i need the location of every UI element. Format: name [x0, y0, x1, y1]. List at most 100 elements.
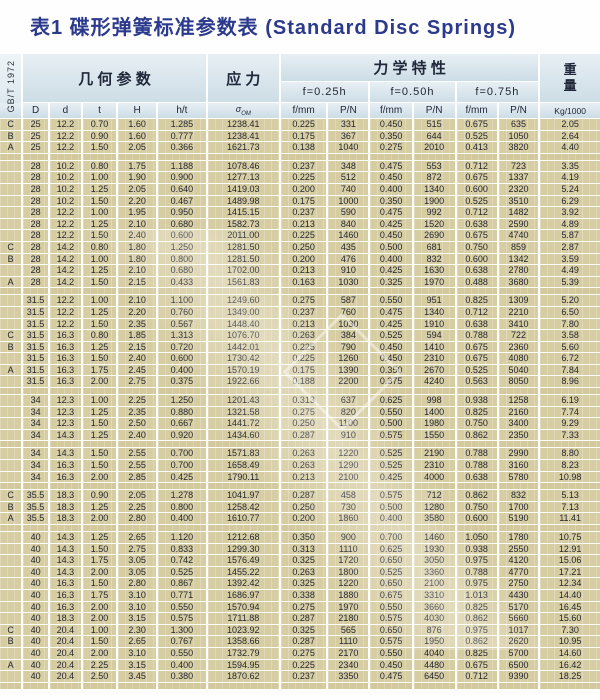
- table-cell: 1041.97: [207, 490, 279, 501]
- table-cell: 3160: [498, 460, 539, 471]
- row-group-letter: [0, 183, 22, 195]
- table-cell: 14.60: [540, 647, 600, 659]
- table-row: C 28 14.2 0.80 1.80 1.250 1281.50 0.250 435 0.500…: [0, 241, 600, 253]
- table-cell: 4240: [413, 376, 455, 388]
- table-cell: 12.2: [49, 306, 81, 318]
- table-cell: 0.788: [456, 460, 497, 471]
- table-cell: 2.05: [118, 183, 157, 195]
- table-cell: 0.325: [280, 578, 327, 589]
- table-cell: 1238.41: [207, 119, 279, 130]
- table-row: 28 12.2 1.50 2.40 0.600 2011.00 0.225 1460 0.450…: [0, 230, 600, 241]
- table-cell: 0.400: [370, 513, 412, 524]
- row-group-letter: C: [0, 490, 22, 501]
- table-row: 28 10.2 1.00 1.90 0.900 1277.13 0.225 512 0.450 8…: [0, 172, 600, 183]
- table-cell: [280, 153, 327, 160]
- table-cell: 1.80: [118, 241, 157, 253]
- table-cell: 0.275: [370, 142, 412, 153]
- row-group-letter: A: [0, 513, 22, 524]
- table-cell: 0.975: [456, 555, 497, 566]
- table-cell: 1790.11: [207, 471, 279, 483]
- table-cell: 34: [23, 395, 48, 406]
- table-cell: 25: [23, 130, 48, 142]
- table-cell: 0.720: [158, 341, 206, 353]
- table-cell: 1.75: [82, 555, 117, 566]
- table-cell: 2.25: [82, 659, 117, 671]
- table-cell: [413, 525, 455, 531]
- table-cell: 31.5: [23, 330, 48, 341]
- table-cell: 1017: [498, 624, 539, 636]
- table-cell: 0.750: [456, 241, 497, 253]
- table-cell: 1702.00: [207, 265, 279, 276]
- header-weight: 重 量: [540, 54, 600, 102]
- table-cell: 34: [23, 418, 48, 429]
- header-col-f1: f/mm: [280, 103, 327, 118]
- table-cell: 3580: [413, 513, 455, 524]
- table-cell: 2320: [498, 183, 539, 195]
- table-cell: 0.825: [456, 647, 497, 659]
- table-cell: 10.2: [49, 183, 81, 195]
- header-stress: 应 力: [207, 54, 279, 102]
- table-cell: 1.278: [158, 490, 206, 501]
- table-cell: 6.29: [540, 195, 600, 207]
- table-cell: 992: [413, 207, 455, 218]
- table-cell: 2310: [413, 460, 455, 471]
- table-cell: 0.225: [280, 119, 327, 130]
- table-cell: 0.600: [456, 513, 497, 524]
- table-cell: 8.80: [540, 448, 600, 460]
- table-cell: 28: [23, 195, 48, 207]
- table-cell: 384: [328, 330, 369, 341]
- table-cell: [158, 525, 206, 531]
- table-cell: 760: [328, 306, 369, 318]
- table-cell: 0.638: [456, 218, 497, 230]
- table-cell: 1400: [413, 406, 455, 418]
- table-cell: [207, 441, 279, 448]
- table-cell: 14.3: [49, 448, 81, 460]
- table-cell: 34: [23, 471, 48, 483]
- table-cell: 1030: [328, 276, 369, 288]
- table-cell: 0.575: [370, 636, 412, 647]
- table-cell: [49, 441, 81, 448]
- table-row: 34 12.3 1.50 2.50 0.667 1441.72 0.250 1100 0.500…: [0, 418, 600, 429]
- table-cell: 2310: [413, 353, 455, 364]
- table-cell: 0.275: [280, 295, 327, 306]
- table-cell: 4.40: [540, 142, 600, 153]
- table-cell: 0.767: [158, 636, 206, 647]
- table-cell: 1340: [413, 183, 455, 195]
- table-cell: 0.500: [370, 241, 412, 253]
- table-cell: [207, 153, 279, 160]
- table-cell: 565: [328, 624, 369, 636]
- table-cell: 2590: [498, 218, 539, 230]
- table-cell: [23, 388, 48, 395]
- table-cell: 0.350: [370, 364, 412, 376]
- table-cell: 0.450: [370, 230, 412, 241]
- table-cell: 16.3: [49, 376, 81, 388]
- table-cell: 0.550: [370, 647, 412, 659]
- table-row: A 25 12.2 1.50 2.05 0.366 1621.73 0.138 1040 0.27…: [0, 142, 600, 153]
- table-cell: 14.3: [49, 566, 81, 578]
- table-body: C 25 12.2 0.70 1.60 1.285 1238.41 0.225 331 0.450…: [0, 119, 600, 689]
- table-cell: 1337: [498, 172, 539, 183]
- header-col-p3: P/N: [498, 103, 539, 118]
- table-cell: 0.563: [456, 376, 497, 388]
- table-cell: [370, 153, 412, 160]
- table-cell: 12.2: [49, 207, 81, 218]
- table-cell: 1.50: [82, 578, 117, 589]
- table-cell: [540, 288, 600, 295]
- table-cell: 0.638: [456, 265, 497, 276]
- table-cell: 1800: [328, 566, 369, 578]
- table-cell: 1.60: [118, 130, 157, 142]
- table-row: 34 16.3 2.00 2.85 0.425 1790.11 0.213 2100 0.425…: [0, 471, 600, 483]
- table-cell: 6.50: [540, 306, 600, 318]
- table-cell: 0.475: [370, 160, 412, 172]
- row-group-letter: [0, 448, 22, 460]
- table-cell: [207, 388, 279, 395]
- table-cell: 1.00: [82, 207, 117, 218]
- table-cell: 0.287: [280, 613, 327, 624]
- table-row: 40 14.3 1.25 2.65 1.120 1212.68 0.350 900 0.700 1…: [0, 532, 600, 543]
- table-cell: 0.500: [370, 418, 412, 429]
- table-cell: 0.700: [158, 448, 206, 460]
- header-blank: [0, 103, 22, 118]
- spacer-row: [0, 682, 600, 689]
- table-cell: 1.95: [118, 207, 157, 218]
- table-cell: 1249.60: [207, 295, 279, 306]
